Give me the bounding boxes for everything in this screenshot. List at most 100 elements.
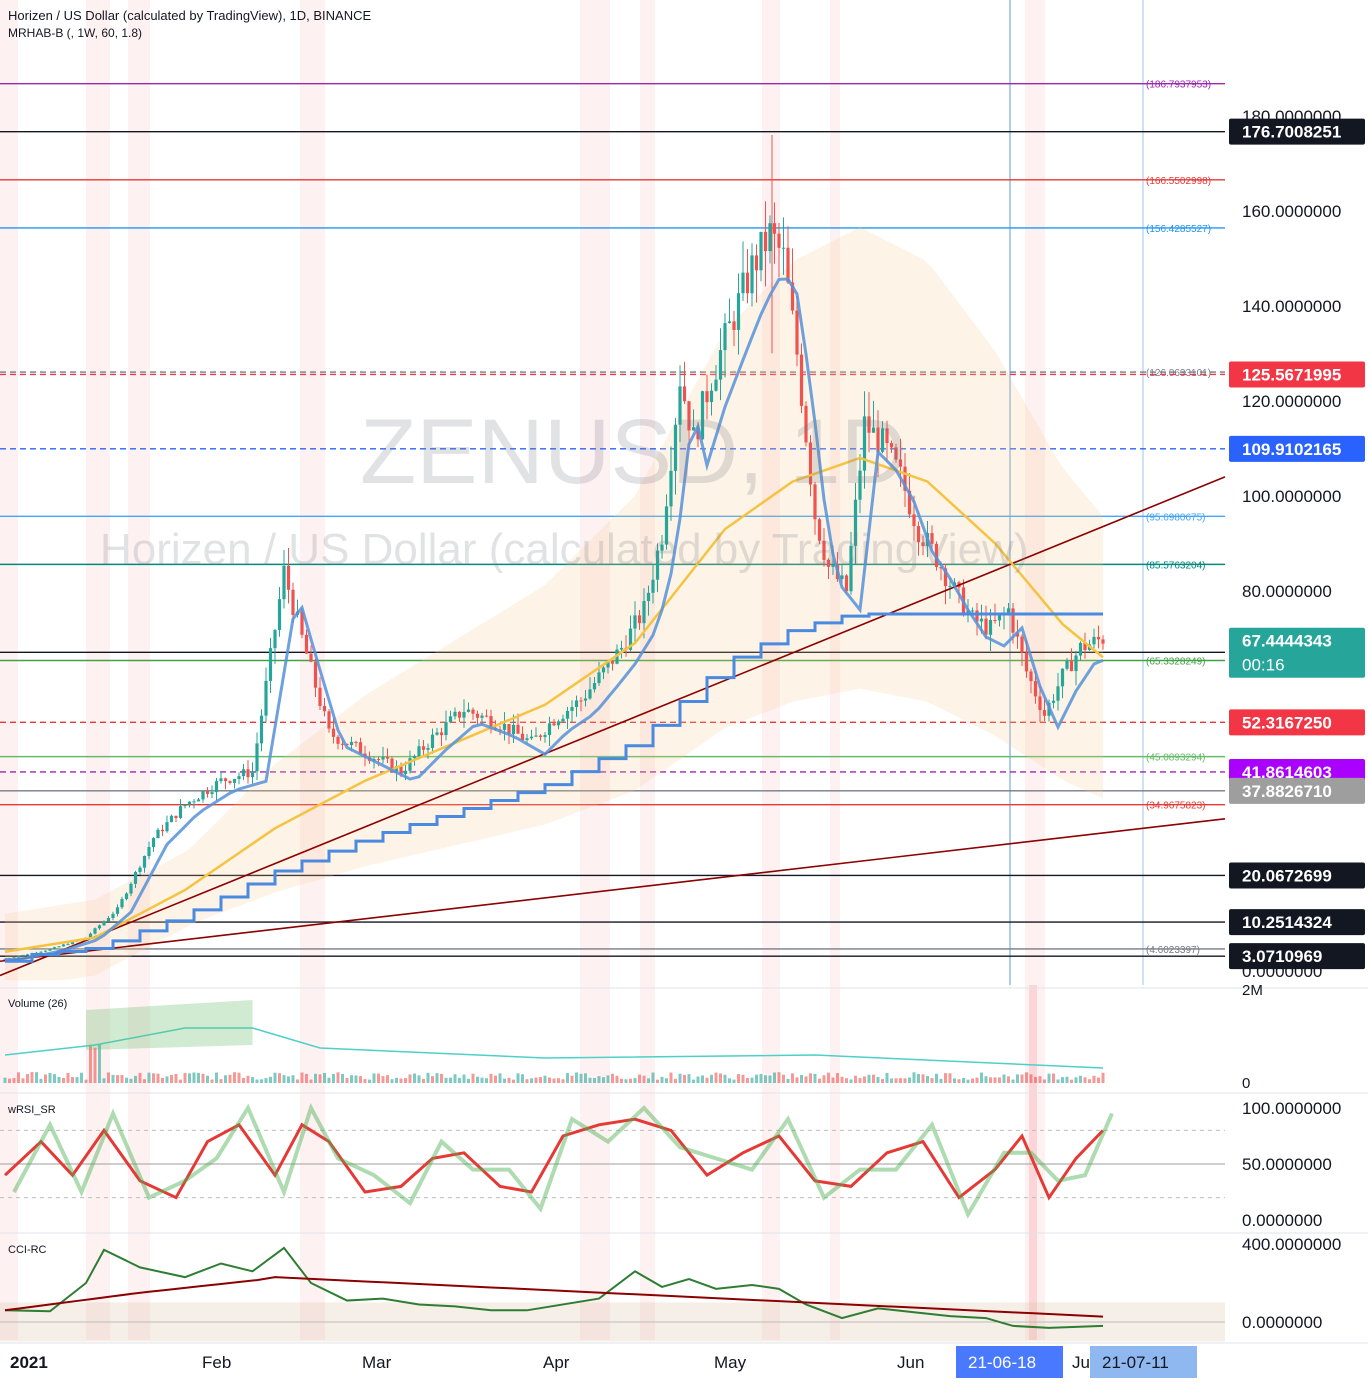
candle-body [525,738,529,741]
volume-bar [237,1072,241,1083]
volume-bar [372,1073,376,1083]
volume-bar [1056,1079,1060,1083]
candle-body [421,746,426,750]
candle-body [660,544,664,551]
candle-body [232,779,237,783]
candle-body [142,856,147,868]
volume-bar [161,1077,164,1083]
candle-body [912,514,916,527]
candle-body [39,951,43,953]
time-label: Apr [543,1353,570,1372]
candle-body [187,801,192,805]
volume-bar [233,1072,236,1083]
volume-bar [615,1075,619,1083]
candle-body [448,716,453,723]
price-axis: 180.0000000160.0000000140.0000000120.000… [1242,107,1341,981]
volume-panel-label[interactable]: Volume (26) [8,998,68,1010]
candle-body [772,223,777,234]
candle-body [183,804,187,807]
candle-body [376,759,381,761]
candle-body [48,949,52,951]
volume-bar [755,1074,758,1083]
volume-bar [201,1073,205,1083]
volume-bar [17,1072,20,1083]
volume-bar [179,1079,182,1083]
wrsi-fast-line [12,1102,1114,1219]
name-watermark: Horizen / US Dollar (calculated by Tradi… [100,525,1029,574]
volume-bar [935,1073,938,1083]
volume-bar [296,1079,299,1083]
candle-body [894,447,898,460]
volume-bar [642,1075,646,1083]
candle-body [664,506,669,545]
candle-body [637,615,642,624]
candle-body [916,526,921,543]
candle-body [592,683,597,690]
candle-body [538,735,543,737]
volume-bar [399,1078,403,1083]
candles [3,134,1105,960]
candle-body [516,724,520,734]
candle-body [358,742,363,754]
candle-body [844,575,849,592]
price-tick: 120.0000000 [1242,392,1341,411]
candle-body [178,806,183,818]
volume-bar [953,1078,956,1083]
price-badge-text: 109.9102165 [1242,440,1341,459]
candle-body [898,459,903,467]
volume-bar [282,1075,286,1083]
candle-body [160,829,165,832]
candle-body [52,947,57,950]
volume-bar [674,1078,677,1083]
volume-bar [840,1076,844,1083]
volume-bar [980,1072,983,1083]
volume-ma-line [4,1027,1104,1069]
candle-body [1083,642,1087,651]
candle-body [502,724,507,730]
volume-bar [588,1077,592,1083]
candle-body [466,709,471,712]
candle-body [678,386,682,425]
candle-body [291,589,295,615]
candle-body [903,466,907,491]
indicator-legend[interactable]: MRHAB-B (, 1W, 60, 1.8) [8,26,143,40]
volume-bar [98,1043,101,1083]
volume-cloud [86,1000,253,1050]
cci-panel-label[interactable]: CCI-RC [8,1244,47,1256]
volume-bar [948,1073,952,1083]
volume-tick: 2M [1242,982,1263,999]
price-badge [1229,909,1365,936]
volume-bar [759,1073,763,1083]
candle-body [1038,696,1042,711]
volume-bar [1092,1075,1096,1083]
time-label: Ju [1072,1353,1090,1372]
volume-bar [854,1075,857,1083]
volume-bar [210,1079,214,1083]
volume-bar [377,1073,380,1083]
price-badge-text: 41.8614603 [1242,763,1332,782]
candle-body [417,746,421,756]
wrsi-panel-label[interactable]: wRSI_SR [8,1104,56,1116]
candle-body [943,568,948,587]
price-tick: 160.0000000 [1242,202,1341,221]
candle-body [223,778,228,782]
candle-body [727,321,732,324]
candle-body [1056,686,1060,701]
volume-bar [687,1074,691,1083]
candle-body [430,734,435,748]
candle-body [763,231,768,252]
horizontal-levels: (186.7937953) (166.5502998) (156.4285527) (… [0,80,1225,957]
candle-body [106,918,111,922]
volume-bar [1038,1076,1042,1083]
time-label: Jun [897,1353,924,1372]
price-badge [1229,943,1365,970]
volume-bar [1025,1072,1028,1083]
volume-bar [327,1077,331,1083]
level-label: (65.3328249) [1146,657,1206,668]
volume-bar [1070,1079,1073,1083]
volume-bar [143,1079,146,1083]
candle-body [948,585,952,587]
volume-bar [188,1073,191,1083]
volume-bar [386,1075,389,1083]
